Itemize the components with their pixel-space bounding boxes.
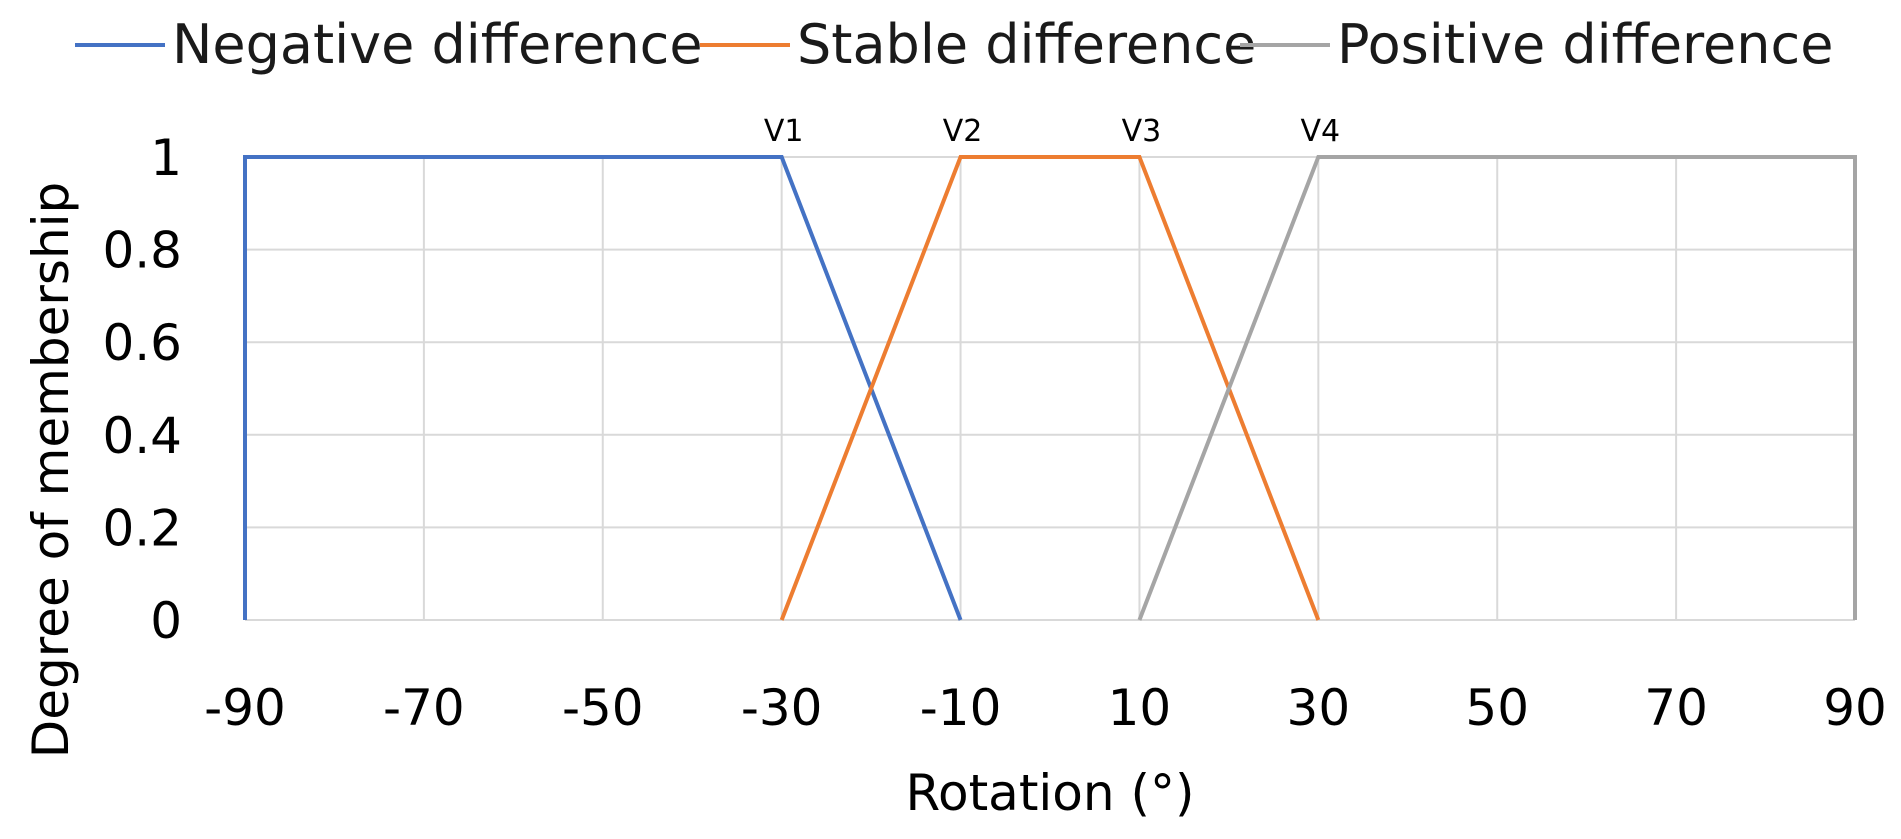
y-tick-label-1: 1 [150, 129, 182, 187]
y-tick-label-0-2: 0.2 [102, 499, 182, 557]
x-axis-ticks: -90 -70 -50 -30 -10 10 30 50 70 90 [204, 679, 1887, 737]
y-axis-title: Degree of membership [22, 182, 80, 759]
x-tick-label-neg-30: -30 [741, 679, 823, 737]
x-tick-label-10: 10 [1108, 679, 1172, 737]
annotation-v1: V1 [764, 114, 804, 149]
series-line-3 [1137, 155, 1857, 621]
y-tick-label-0-8: 0.8 [102, 222, 182, 280]
annotation-v2: V2 [943, 114, 983, 149]
y-axis-ticks: 0 0.2 0.4 0.6 0.8 1 [102, 129, 182, 650]
x-tick-label-30: 30 [1287, 679, 1351, 737]
annotation-v4: V4 [1301, 114, 1341, 149]
annotation-v3: V3 [1122, 114, 1162, 149]
x-tick-label-70: 70 [1644, 679, 1708, 737]
x-tick-label-neg-50: -50 [562, 679, 644, 737]
x-axis-title: Rotation (°) [905, 764, 1194, 822]
annotations: V1 V2 V3 V4 [764, 114, 1340, 149]
y-tick-label-0: 0 [150, 592, 182, 650]
x-tick-label-90: 90 [1823, 679, 1887, 737]
series-line-2 [779, 155, 1321, 621]
legend: Negative difference Stable difference Posi… [75, 13, 1833, 76]
grid [244, 156, 1856, 621]
x-tick-label-neg-70: -70 [383, 679, 465, 737]
legend-label-3: Positive difference [1337, 13, 1833, 76]
y-tick-label-0-4: 0.4 [102, 407, 182, 465]
legend-label-1: Negative difference [172, 13, 703, 76]
x-tick-label-50: 50 [1465, 679, 1529, 737]
x-tick-label-neg-10: -10 [920, 679, 1002, 737]
x-tick-label-neg-90: -90 [204, 679, 286, 737]
series-lines [243, 155, 1857, 621]
y-tick-label-0-6: 0.6 [102, 314, 182, 372]
legend-label-2: Stable difference [797, 13, 1256, 76]
